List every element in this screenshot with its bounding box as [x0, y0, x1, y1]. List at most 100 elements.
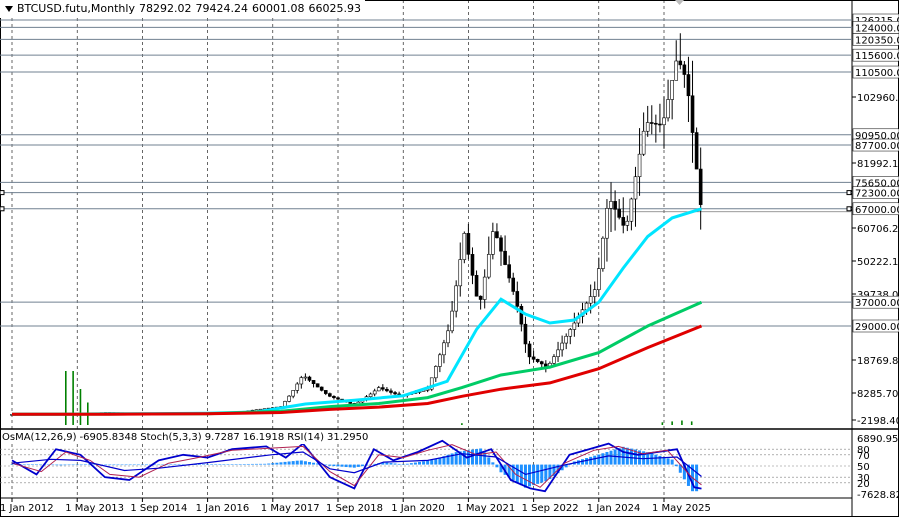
osma-bar — [255, 463, 258, 465]
osma-bar — [532, 464, 536, 486]
y-tick-label: 50222.15 — [857, 257, 899, 268]
x-tick-label: 1 May 2021 — [456, 503, 515, 514]
candle-body — [482, 276, 487, 300]
candle-body — [332, 396, 336, 399]
candle-body — [694, 132, 699, 170]
candle-body — [666, 99, 670, 119]
candle-body — [531, 356, 536, 360]
osma-bar — [10, 464, 14, 465]
osma-bar — [79, 464, 83, 466]
osma-bar — [642, 451, 646, 465]
osma-bar — [564, 464, 568, 468]
osma-bar — [238, 464, 242, 465]
osma-bar — [495, 464, 499, 468]
osma-bar — [430, 460, 434, 465]
osma-bar — [633, 449, 637, 465]
osma-bar — [312, 462, 316, 465]
candle-body — [519, 306, 524, 325]
level-price-box — [852, 138, 899, 152]
y-tick-label: 81992.15 — [857, 159, 899, 170]
candle-body — [503, 250, 507, 265]
osma-bar — [446, 454, 450, 465]
candle-body — [291, 390, 295, 397]
osma-bar — [324, 464, 328, 466]
osma-bar — [593, 455, 597, 465]
level-price-label: 120350.00 — [855, 35, 899, 46]
osma-bar — [479, 448, 483, 465]
candle-body — [609, 201, 613, 209]
osma-bar — [434, 458, 438, 465]
level-price-label: 75650.00 — [855, 178, 899, 189]
candle-body — [287, 395, 291, 402]
osma-bar — [153, 464, 157, 466]
candle-body — [629, 198, 634, 222]
osma-bar — [124, 464, 128, 466]
osma-bar — [47, 464, 51, 466]
osma-bar — [55, 464, 59, 466]
osma-bar — [487, 457, 491, 465]
open-value: 78292.02 — [138, 2, 192, 15]
osma-bar — [585, 458, 589, 465]
osma-bar — [344, 464, 348, 468]
osma-bar — [536, 464, 540, 484]
osma-bar — [169, 464, 173, 466]
candle-body — [588, 296, 593, 304]
osma-bar — [39, 464, 43, 466]
candle-body — [637, 153, 642, 178]
candle-body — [515, 291, 520, 307]
osma-bar — [552, 464, 556, 477]
osma-bar — [589, 456, 593, 465]
candle-body — [462, 233, 467, 260]
candle-body — [458, 259, 463, 287]
indicator-tick-label: 6890.9519 — [857, 434, 899, 445]
indicator-tick-label: -7628.8246 — [857, 490, 899, 501]
candle-body — [450, 310, 454, 332]
osma-bar — [136, 464, 140, 466]
candle-body — [601, 237, 605, 269]
osma-bar — [462, 450, 466, 465]
candle-body — [682, 64, 687, 75]
osma-label: OsMA(12,26,9) — [2, 432, 77, 443]
candle-body — [617, 209, 621, 218]
x-tick-label: 1 Sep 2018 — [326, 503, 383, 514]
osma-bar — [609, 450, 613, 465]
osma-bar — [625, 447, 629, 465]
level-price-label: 72300.00 — [855, 189, 899, 200]
chevron-down-icon[interactable] — [5, 6, 13, 12]
candle-body — [649, 122, 654, 124]
osma-bar — [295, 460, 299, 465]
osma-bar — [271, 463, 275, 465]
osma-bar — [299, 460, 303, 465]
candle-body — [658, 123, 662, 126]
level-price-label: 67000.00 — [855, 205, 899, 216]
osma-bar — [674, 464, 678, 467]
osma-bar — [144, 464, 148, 466]
x-tick-label: 1 May 2025 — [652, 503, 711, 514]
osma-bar — [75, 464, 79, 466]
candle-body — [523, 323, 528, 345]
osma-bar — [389, 463, 393, 465]
rsi-label: RSI(14) — [287, 432, 325, 443]
chart-title: BTCUSD.futu,Monthly 78292.02 79424.24 60001… — [0, 0, 365, 18]
osma-bar — [291, 461, 295, 465]
osma-bar — [116, 464, 120, 466]
indicator-tick-label: 20 — [857, 479, 870, 490]
candle-body — [499, 237, 503, 252]
osma-bar — [385, 462, 389, 465]
candle-body — [381, 387, 385, 390]
osma-bar — [356, 464, 360, 467]
osma-bar — [666, 458, 670, 465]
candle-body — [393, 392, 397, 395]
osma-bar — [328, 464, 332, 466]
osma-bar — [426, 460, 430, 465]
candle-body — [539, 361, 544, 365]
candle-body — [556, 349, 560, 357]
osma-value: -6905.8348 — [79, 432, 138, 443]
candle-body — [564, 335, 569, 344]
candle-body — [674, 60, 679, 81]
osma-bar — [177, 464, 181, 465]
osma-bar — [67, 464, 71, 466]
osma-bar — [621, 446, 625, 465]
